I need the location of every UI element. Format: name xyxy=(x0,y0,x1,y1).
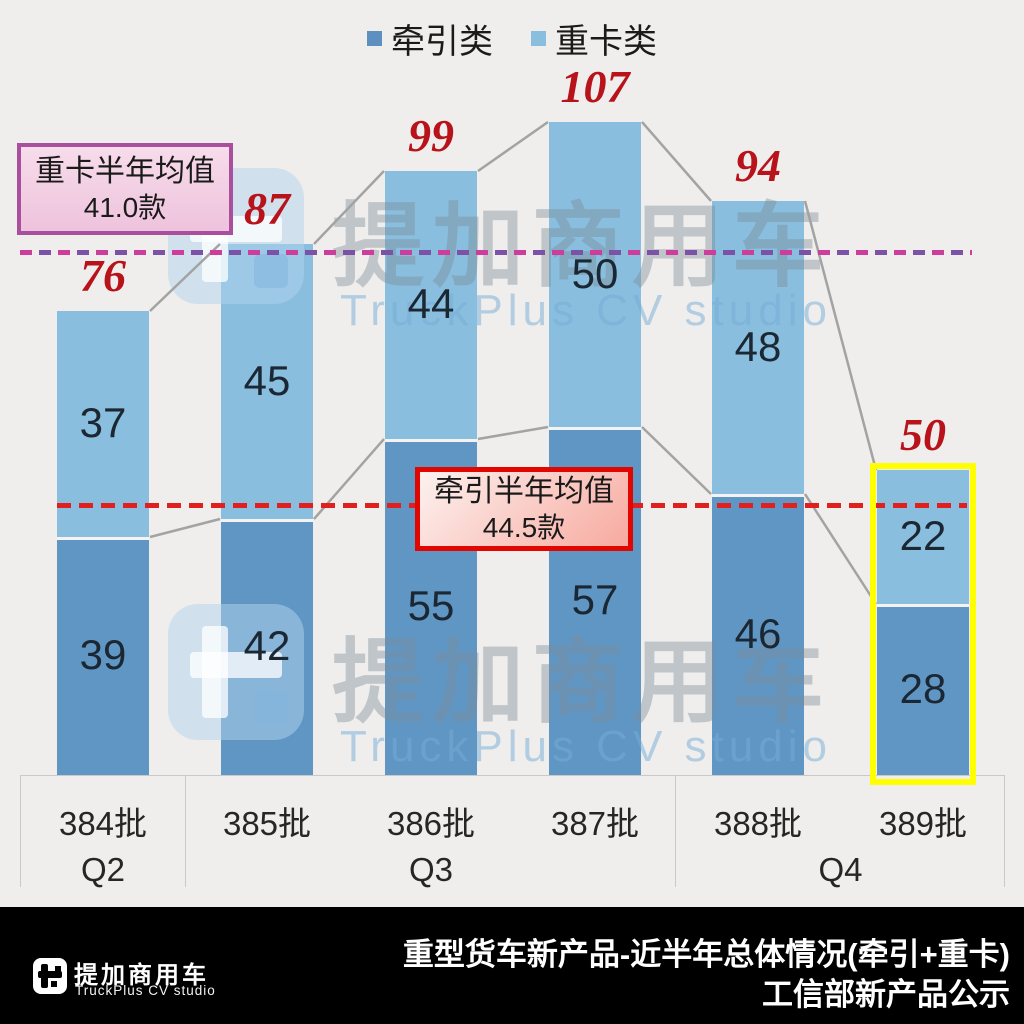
tractor-value-label: 28 xyxy=(899,664,947,712)
total-value-label: 99 xyxy=(408,110,454,161)
bar-segment-heavy-389批 xyxy=(877,470,969,604)
footer-banner: 提加商用车 TruckPlus CV studio 重型货车新产品-近半年总体情… xyxy=(0,907,1024,1024)
tractor-value-label: 39 xyxy=(79,631,127,678)
axis-separator xyxy=(185,775,186,887)
axis-category-384批: 384批 xyxy=(58,805,148,842)
chart-legend: 牵引类 重卡类 xyxy=(0,14,1024,63)
tractor-average-annotation: 牵引半年均值 44.5款 xyxy=(415,467,633,551)
bar-segment-tractor-384批 xyxy=(57,537,149,775)
axis-category-389批: 389批 xyxy=(878,805,968,842)
axis-baseline xyxy=(20,775,1004,776)
bar-segment-tractor-388批 xyxy=(712,494,804,775)
axis-separator xyxy=(20,775,21,887)
legend-item-tractor: 牵引类 xyxy=(367,14,493,63)
heavy-average-dashed-line xyxy=(20,250,972,255)
axis-separator xyxy=(675,775,676,887)
axis-category-388批: 388批 xyxy=(713,805,803,842)
tractor-swatch-icon xyxy=(367,30,382,46)
legend-label-tractor: 牵引类 xyxy=(391,22,493,61)
axis-category-387批: 387批 xyxy=(550,805,640,842)
axis-quarter-Q3: Q3 xyxy=(408,851,454,888)
heavy-value-label: 45 xyxy=(243,356,291,404)
total-value-label: 76 xyxy=(80,250,126,301)
heavy-average-value: 41.0款 xyxy=(83,192,167,224)
bar-segment-heavy-384批 xyxy=(57,311,149,537)
chart-subtitle: 工信部新产品公示 xyxy=(762,977,1010,1012)
tractor-value-label: 55 xyxy=(407,582,455,629)
bar-segment-tractor-389批 xyxy=(877,604,969,775)
latest-batch-highlight-box xyxy=(870,463,976,785)
heavy-value-label: 48 xyxy=(734,322,782,370)
axis-separator xyxy=(1004,775,1005,887)
heavy-swatch-icon xyxy=(531,30,546,46)
legend-label-heavy: 重卡类 xyxy=(555,22,657,61)
tractor-average-value: 44.5款 xyxy=(482,512,566,544)
axis-quarter-Q2: Q2 xyxy=(80,851,126,888)
heavy-average-title: 重卡半年均值 xyxy=(35,154,215,188)
heavy-value-label: 50 xyxy=(571,249,619,297)
bar-segment-heavy-386批 xyxy=(385,171,477,439)
bar-segment-heavy-387批 xyxy=(549,122,641,427)
legend-item-heavy: 重卡类 xyxy=(531,14,657,63)
heavy-average-annotation: 重卡半年均值 41.0款 xyxy=(17,143,233,235)
total-value-label: 94 xyxy=(735,140,781,191)
truckplus-logo-icon xyxy=(33,958,67,994)
footer-brand-en: TruckPlus CV studio xyxy=(75,983,216,998)
heavy-value-label: 37 xyxy=(79,399,127,446)
footer-brand-cn: 提加商用车 xyxy=(74,962,209,989)
total-value-label: 107 xyxy=(560,61,630,112)
axis-quarter-Q4: Q4 xyxy=(818,851,863,888)
chart-title: 重型货车新产品-近半年总体情况(牵引+重卡) xyxy=(402,937,1010,972)
axis-category-385批: 385批 xyxy=(222,805,312,842)
tractor-average-title: 牵引半年均值 xyxy=(434,474,614,508)
heavy-value-label: 22 xyxy=(899,512,947,559)
bar-segment-heavy-388批 xyxy=(712,201,804,494)
total-value-label: 50 xyxy=(900,409,946,460)
axis-category-386批: 386批 xyxy=(386,805,476,842)
tractor-value-label: 46 xyxy=(734,609,782,657)
tractor-value-label: 57 xyxy=(571,576,619,623)
heavy-value-label: 44 xyxy=(407,280,455,327)
